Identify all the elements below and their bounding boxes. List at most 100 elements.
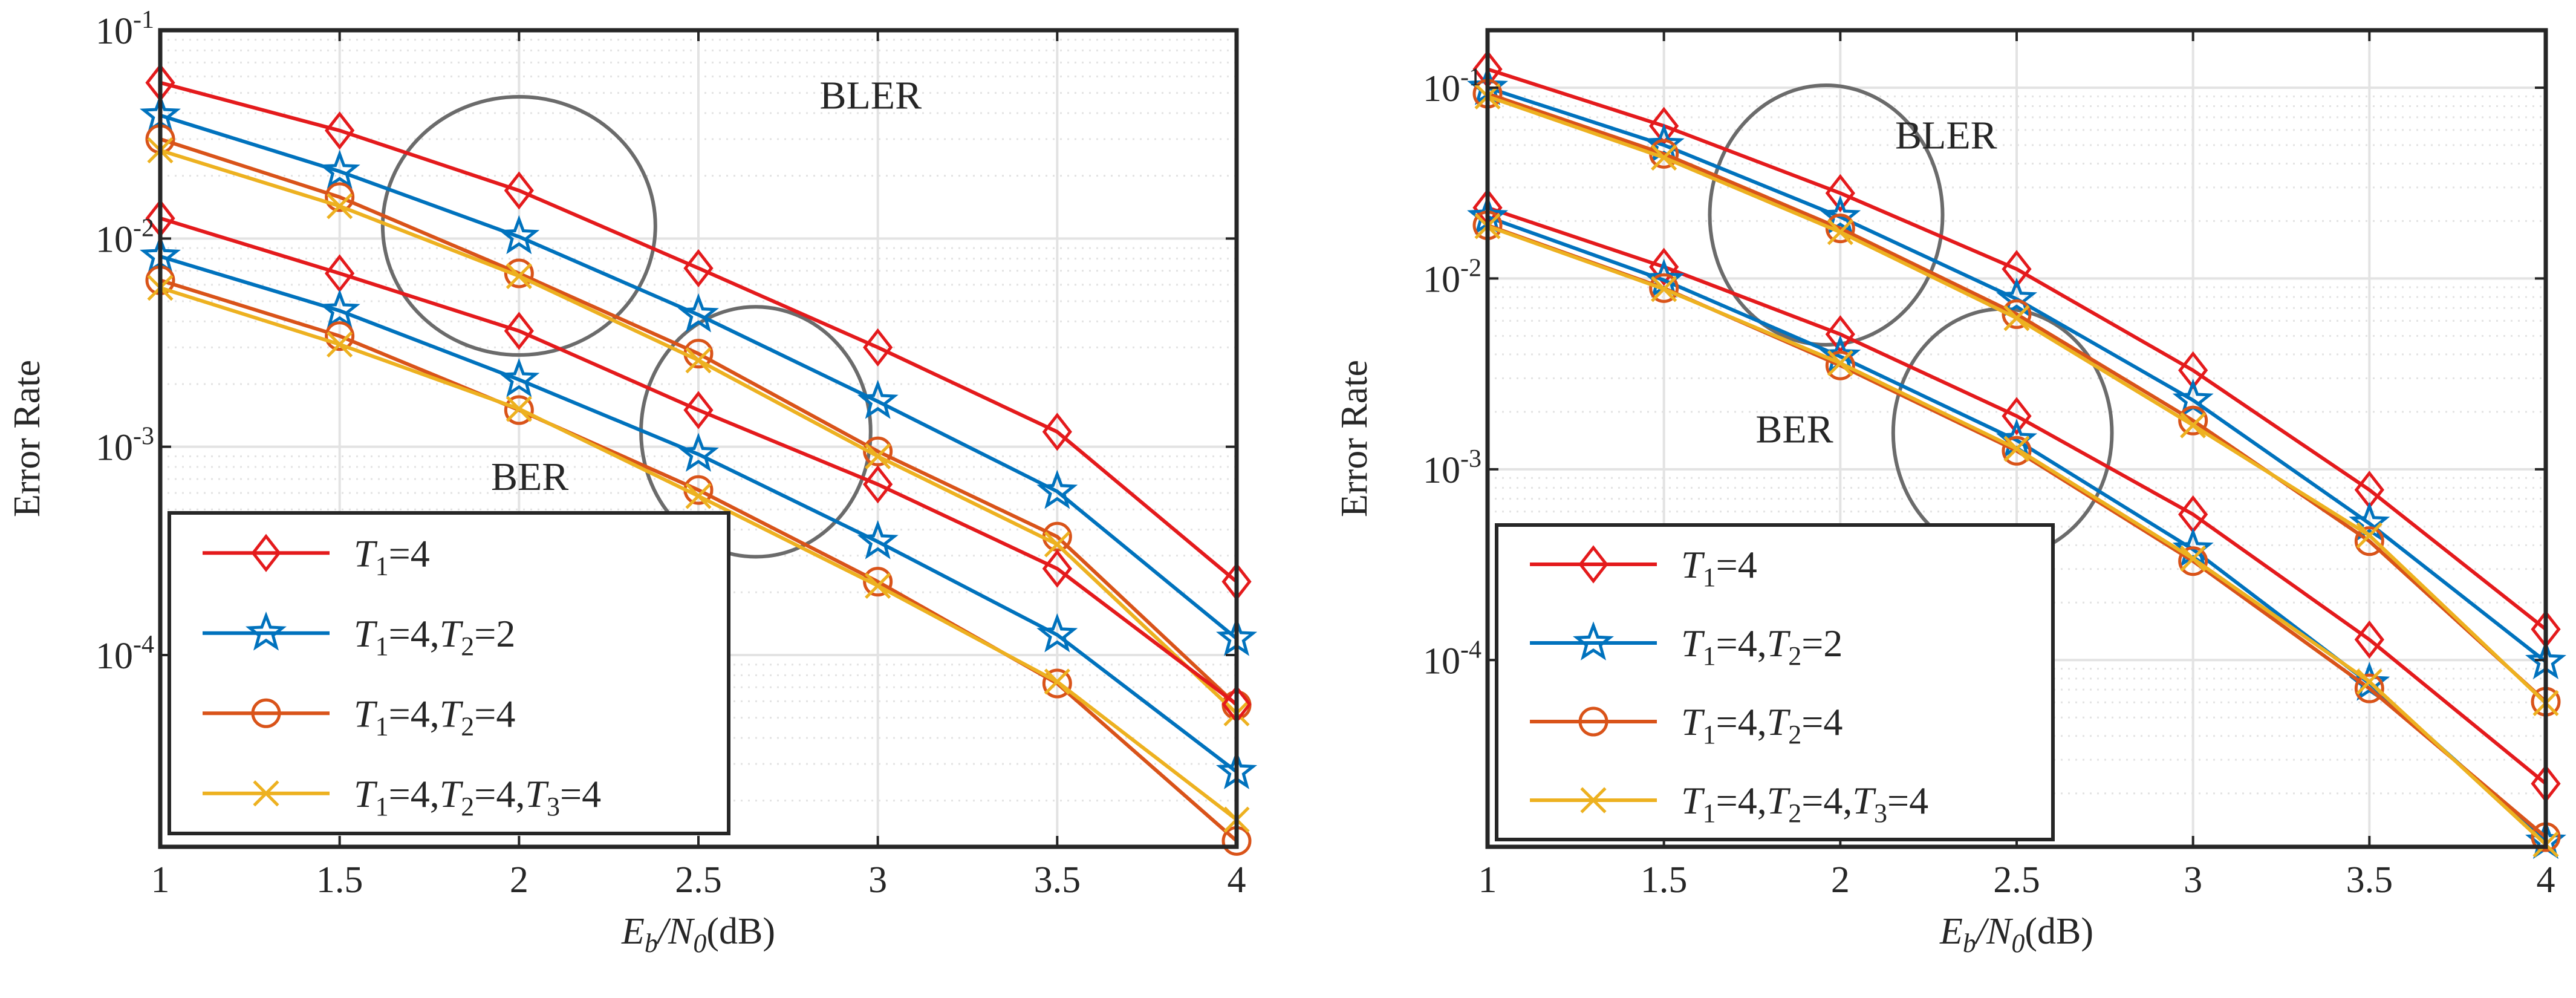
series-bler-t1t2_2 <box>139 94 1258 656</box>
data-point-circle-marker <box>325 321 355 351</box>
legend-item-t1: T1=4 <box>1530 543 1757 592</box>
data-point-star-marker <box>319 149 360 189</box>
legend-circle-marker <box>1578 706 1608 737</box>
series-bler-t1t2_4 <box>145 124 1252 720</box>
data-point-x-marker <box>2356 522 2382 549</box>
data-point-circle-marker <box>2354 673 2384 703</box>
data-point-diamond-marker <box>1825 174 1855 212</box>
data-point-x-marker <box>1827 219 1853 246</box>
data-point-diamond-marker <box>1649 106 1679 145</box>
data-point-circle-marker <box>1649 273 1679 303</box>
x-tick-label: 1.5 <box>1641 859 1688 901</box>
data-point-star-marker <box>677 432 720 472</box>
legend-x-marker <box>253 780 279 807</box>
legend-item-t1t2_2: T1=4,T2=2 <box>203 611 515 661</box>
data-point-diamond-marker <box>2354 620 2384 659</box>
group-ellipse-0 <box>1708 83 1945 347</box>
data-point-star-marker <box>498 215 540 255</box>
y-tick-label: 10-1 <box>96 6 154 52</box>
annotation-ber: BER <box>1755 408 1833 452</box>
annotation-bler: BLER <box>819 74 922 118</box>
data-point-circle-marker <box>1825 350 1855 380</box>
legend-label: T1=4,T2=2 <box>354 612 515 661</box>
y-tick-label: 10-1 <box>1423 64 1482 109</box>
series-line <box>1487 86 2547 664</box>
legend: T1=4 T1=4,T2=2 T1=4,T2=4 T1=4,T2=4,T3=4 <box>1495 523 2055 841</box>
data-point-diamond-marker <box>683 249 714 288</box>
data-point-star-marker <box>1995 277 2038 317</box>
data-point-circle-marker <box>2178 405 2208 435</box>
x-tick-label: 1.5 <box>316 859 363 901</box>
data-point-x-marker <box>2003 305 2030 331</box>
data-point-star-marker <box>857 379 899 419</box>
data-point-circle-marker <box>1042 668 1072 699</box>
series-line <box>160 80 1238 584</box>
data-point-x-marker <box>1651 145 1677 171</box>
data-point-x-marker <box>2180 546 2207 572</box>
data-point-x-marker <box>1651 276 1677 302</box>
x-tick-label: 4 <box>1228 859 1246 901</box>
data-point-x-marker <box>2180 412 2207 439</box>
data-point-diamond-marker <box>1649 247 1679 286</box>
series-line <box>160 137 1238 706</box>
data-point-x-marker <box>865 443 891 469</box>
data-point-diamond-marker <box>863 465 893 504</box>
data-point-circle-marker <box>2002 299 2032 329</box>
legend-item-t1t2_2: T1=4,T2=2 <box>1530 621 1843 671</box>
annotation-bler: BLER <box>1895 114 1997 158</box>
data-point-x-marker <box>1044 531 1070 558</box>
data-point-circle-marker <box>325 182 355 212</box>
legend-item-t1t2t3: T1=4,T2=4,T3=4 <box>203 772 601 821</box>
data-point-x-marker <box>1827 350 1853 376</box>
data-point-diamond-marker <box>1042 549 1072 588</box>
series-line <box>160 113 1238 641</box>
data-point-diamond-marker <box>504 311 534 350</box>
legend: T1=4 T1=4,T2=2 T1=4,T2=4 T1=4,T2=4,T3=4 <box>168 511 730 835</box>
data-point-diamond-marker <box>683 391 714 429</box>
legend-star-marker <box>246 611 287 651</box>
legend-label: T1=4,T2=4,T3=4 <box>354 772 601 821</box>
data-point-circle-marker <box>863 436 893 466</box>
data-point-star-marker <box>1036 469 1078 509</box>
x-tick-label: 3.5 <box>1034 859 1081 901</box>
legend-label: T1=4,T2=4 <box>354 692 515 741</box>
data-point-x-marker <box>685 347 712 374</box>
data-point-x-marker <box>506 396 532 422</box>
legend-item-t1t2t3: T1=4,T2=4,T3=4 <box>1530 779 1928 828</box>
data-point-star-marker <box>677 293 720 333</box>
y-tick-label: 10-4 <box>1423 636 1482 682</box>
y-axis-label: Error Rate <box>7 360 48 517</box>
y-tick-label: 10-2 <box>1423 254 1482 300</box>
x-tick-label: 4 <box>2537 859 2555 901</box>
data-point-x-marker <box>2003 435 2030 462</box>
series-line <box>160 255 1238 774</box>
data-point-x-marker <box>865 572 891 599</box>
data-point-diamond-marker <box>2002 397 2032 435</box>
y-tick-label: 10-3 <box>96 423 154 469</box>
data-point-circle-marker <box>504 258 534 289</box>
data-point-diamond-marker <box>863 328 893 367</box>
data-point-circle-marker <box>2178 546 2208 576</box>
data-point-diamond-marker <box>1042 413 1072 451</box>
annotation-ber: BER <box>491 455 568 499</box>
legend-x-marker <box>1580 787 1607 814</box>
legend-circle-marker <box>251 698 281 728</box>
group-ellipse-0 <box>380 94 657 357</box>
legend-item-t1: T1=4 <box>203 532 430 581</box>
data-point-diamond-marker <box>504 171 534 210</box>
x-tick-label: 1 <box>1478 859 1497 901</box>
y-tick-label: 10-3 <box>1423 445 1482 491</box>
legend-diamond-marker <box>251 533 281 572</box>
data-point-star-marker <box>2349 501 2390 541</box>
x-axis-label: Eb/N0(dB) <box>1939 911 2093 958</box>
series-line <box>160 217 1238 706</box>
data-point-circle-marker <box>504 395 534 425</box>
data-point-x-marker <box>327 331 353 358</box>
legend-label: T1=4 <box>354 532 430 581</box>
series-bler-t1t2_4 <box>1472 79 2561 717</box>
data-point-diamond-marker <box>325 111 355 150</box>
data-point-x-marker <box>506 263 532 290</box>
legend-item-t1t2_4: T1=4,T2=4 <box>1530 700 1843 749</box>
data-point-circle-marker <box>2002 435 2032 466</box>
